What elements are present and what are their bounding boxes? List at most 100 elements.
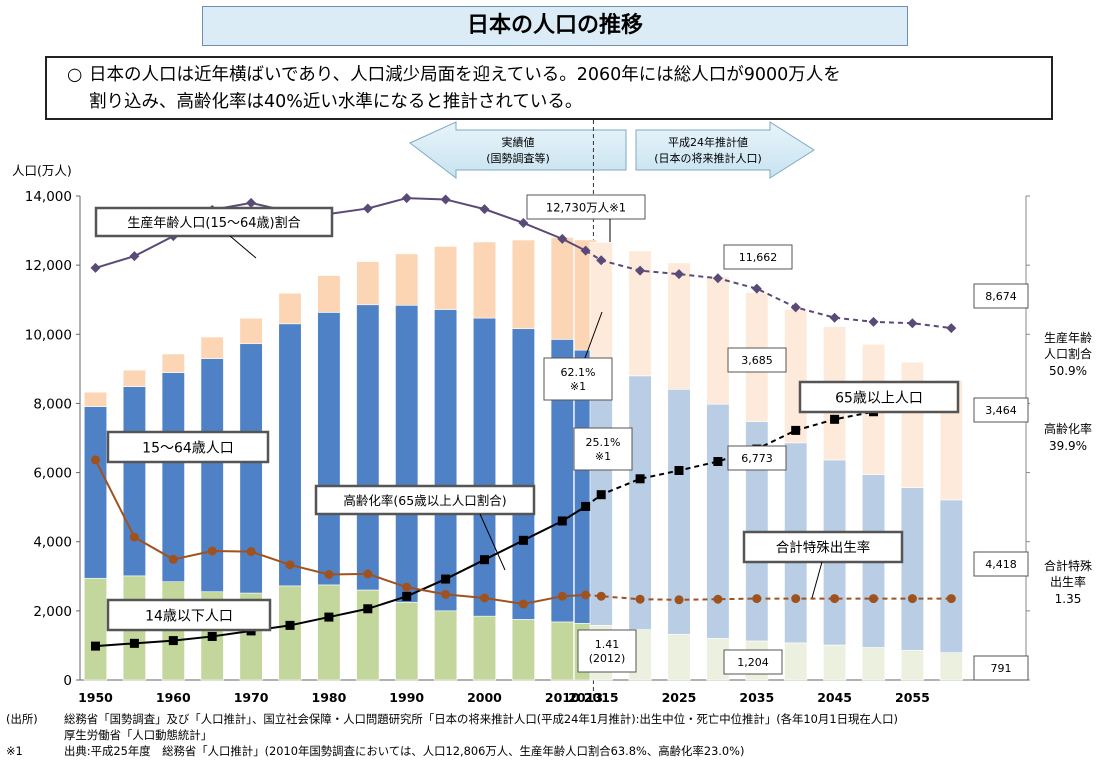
aging-rate-point xyxy=(441,574,451,584)
aging-rate-line xyxy=(95,505,587,648)
bar-age15-64 xyxy=(434,309,458,612)
series-wr-leader xyxy=(229,235,257,259)
fertility-rate-point xyxy=(752,594,762,604)
working-ratio-point xyxy=(712,273,723,284)
aging-rate-point xyxy=(581,501,591,511)
fertility-rate-point xyxy=(168,554,178,564)
series-65-label-text: 65歳以上人口 xyxy=(835,390,923,406)
v2060-1564-label-box xyxy=(973,551,1029,577)
y-tick-label: 4,000 xyxy=(33,535,72,551)
series-14-label-box xyxy=(106,598,272,632)
bar-age14 xyxy=(823,644,847,681)
fertility-rate-point xyxy=(907,594,917,604)
right-annotation: 合計特殊 xyxy=(1044,558,1092,573)
fertility-rate-point xyxy=(207,546,217,556)
bar-age14 xyxy=(784,642,808,681)
aging-rate-point xyxy=(324,612,334,622)
bar-age14 xyxy=(861,647,886,681)
fertility-rate-point xyxy=(324,569,334,579)
x-tick-label: 1970 xyxy=(234,690,269,705)
aging-rate-point xyxy=(518,535,528,545)
bar-age14 xyxy=(667,633,691,681)
v2030-65-label-box xyxy=(727,347,787,373)
y-tick-label: 0 xyxy=(63,673,72,689)
bar-age15-64 xyxy=(395,304,419,603)
tfr2012-label-box xyxy=(577,629,637,673)
aging-rate-point xyxy=(830,414,840,424)
summary-line-2: 割り込み、高齢化率は40%近い水準になると推計されている。 xyxy=(89,92,583,112)
working-ratio-point xyxy=(557,233,568,244)
projection-arrow-label-1: 平成24年推計値 xyxy=(668,135,748,149)
bar-age14 xyxy=(511,619,535,681)
total-2013-label-text: 12,730万人※1 xyxy=(546,200,626,214)
series-tfr-leader xyxy=(811,561,823,599)
note-key: ※1 xyxy=(6,744,23,758)
working-ratio-point xyxy=(580,245,591,256)
y-tick-label: 10,000 xyxy=(25,327,72,343)
v2060-14-label-text: 791 xyxy=(991,662,1012,675)
bar-age15-64 xyxy=(628,375,652,630)
working-ratio-point xyxy=(129,251,140,262)
v2030-14-label-box xyxy=(723,649,783,675)
bar-age14 xyxy=(939,652,963,681)
working-ratio-point xyxy=(907,318,918,329)
aging-rate-point xyxy=(402,591,412,601)
bar-age15-64 xyxy=(83,406,108,579)
bar-age65 xyxy=(706,276,730,405)
fertility-rate-point xyxy=(480,593,489,603)
right-annotation: 39.9% xyxy=(1049,439,1087,453)
bar-age65 xyxy=(472,241,497,319)
working-ratio-point xyxy=(246,197,257,208)
series-14-label-text: 14歳以下人口 xyxy=(145,608,233,624)
bar-age14 xyxy=(356,589,380,681)
bar-age15-64 xyxy=(939,499,963,653)
bar-age15-64 xyxy=(278,323,302,587)
v2060-65-label-box xyxy=(973,397,1029,423)
x-tick-label: 2025 xyxy=(662,690,697,705)
series-wr-label-box xyxy=(94,206,334,238)
bar-age65 xyxy=(784,308,808,444)
aging-rate-point xyxy=(557,516,567,526)
series-aging-label-text: 高齢化率(65歳以上人口割合) xyxy=(343,493,506,508)
working-ratio-point xyxy=(518,217,529,228)
working-ratio-point xyxy=(946,323,957,334)
x-tick-label: 1960 xyxy=(156,690,191,705)
wr2013-label-box xyxy=(543,357,613,401)
v2030-65-label-text: 3,685 xyxy=(741,354,773,367)
fertility-rate-point xyxy=(363,569,373,579)
series-1564-label-text: 15〜64歳人口 xyxy=(142,440,234,456)
actual-arrow xyxy=(409,121,627,180)
projection-arrow-label-2: (日本の将来推計人口) xyxy=(654,151,762,165)
fertility-rate-point xyxy=(557,591,567,601)
x-tick-label: 2010 xyxy=(545,690,580,705)
bar-age65 xyxy=(628,250,652,377)
x-tick-label: 2035 xyxy=(739,690,774,705)
tfr2012-label-text: (2012) xyxy=(589,652,626,665)
working-ratio-point xyxy=(596,255,607,266)
x-tick-label: 2045 xyxy=(817,690,852,705)
bar-age65 xyxy=(434,246,458,310)
bar-age14 xyxy=(434,610,458,681)
fertility-rate-point xyxy=(791,594,801,604)
series-wr-label-text: 生産年齢人口(15〜64歳)割合 xyxy=(127,215,300,231)
bar-age15-64 xyxy=(511,328,535,620)
ar2013-label-text: ※1 xyxy=(595,450,611,463)
working-ratio-point xyxy=(401,193,412,204)
working-ratio-point xyxy=(829,312,840,323)
aging-rate-point xyxy=(91,641,100,651)
series-tfr-label-text: 合計特殊出生率 xyxy=(776,539,871,556)
working-ratio-point xyxy=(479,204,490,215)
v2060-total-label-box xyxy=(973,283,1029,309)
y-axis-title: 人口(万人) xyxy=(12,163,72,178)
x-tick-label: 1980 xyxy=(312,690,347,705)
y-tick-label: 12,000 xyxy=(25,258,72,274)
fertility-rate-point xyxy=(129,532,139,542)
x-tick-label: 2000 xyxy=(467,690,502,705)
bar-age15-64 xyxy=(356,304,380,591)
fertility-rate-point xyxy=(285,560,295,570)
fertility-rate-point xyxy=(246,547,256,557)
v2030-14-label-text: 1,204 xyxy=(737,656,769,669)
y-tick-label: 6,000 xyxy=(33,466,72,482)
fertility-rate-point xyxy=(713,594,723,604)
y-tick-label: 14,000 xyxy=(25,189,72,205)
